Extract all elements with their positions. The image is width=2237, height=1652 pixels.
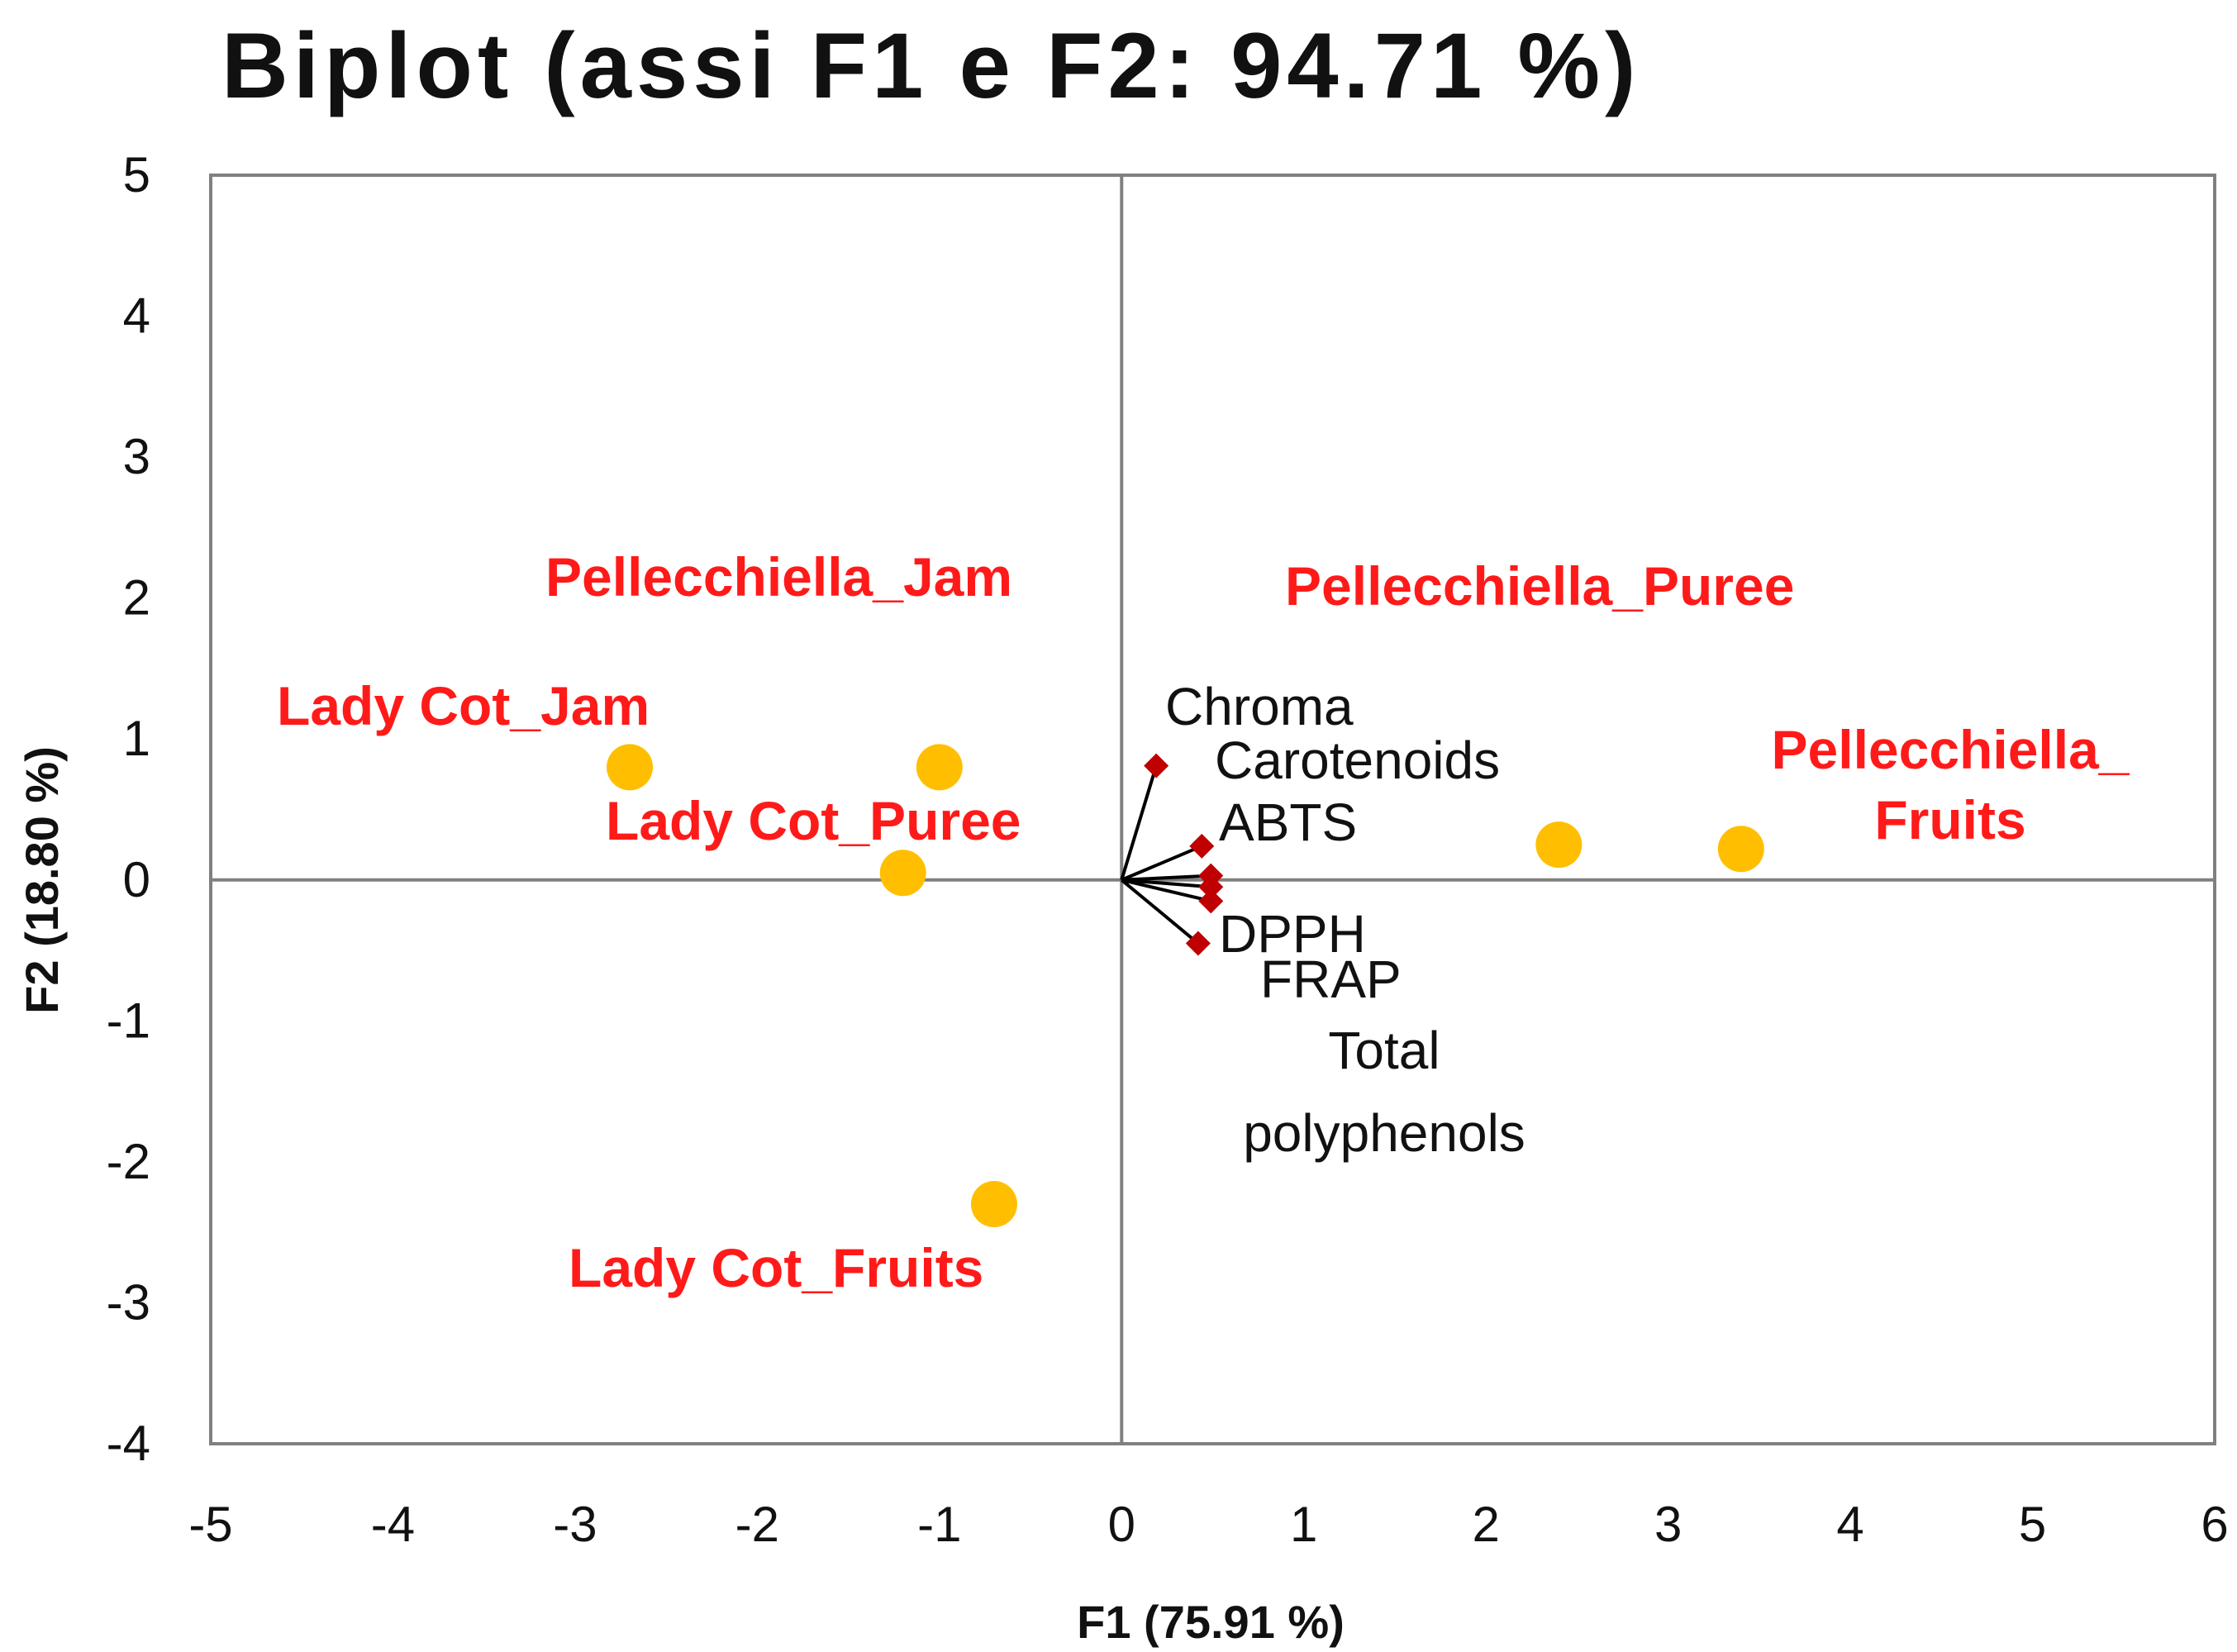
plot-area: -5 -4 -3 -2 -1 0 1 2 3 4 5 6 5 4 3 2 1 0 -1 -2 -3 -4 <box>107 147 2229 1552</box>
observation-label: Pellecchiella_Puree <box>1285 555 1794 617</box>
variable-marker <box>1185 931 1211 956</box>
variable-vector <box>1121 845 1203 882</box>
y-tick-label: -1 <box>107 993 150 1048</box>
x-tick-label: -2 <box>735 1497 779 1552</box>
observation-point <box>607 744 654 791</box>
variable-label-line: Total <box>1328 1021 1440 1080</box>
x-tick-label: 2 <box>1472 1497 1499 1552</box>
variable-label: Chroma <box>1165 677 1354 736</box>
observation-label: Pellecchiella_Jam <box>545 546 1012 607</box>
y-tick-label: 5 <box>123 147 150 202</box>
observation-label: Pellecchiella_ Fruits <box>1772 719 2130 850</box>
variable-label: FRAP <box>1260 950 1402 1009</box>
x-tick-label: -3 <box>553 1497 597 1552</box>
observation-label-line: Lady Cot_Fruits <box>569 1237 983 1298</box>
x-tick-label: 6 <box>2201 1497 2228 1552</box>
variable-label-line: FRAP <box>1260 950 1402 1009</box>
observation-label: Lady Cot_Fruits <box>569 1237 983 1298</box>
variable-marker <box>1198 874 1224 900</box>
y-tick-label: 3 <box>123 429 150 484</box>
x-tick-label: 5 <box>2019 1497 2046 1552</box>
x-tick-label: -1 <box>917 1497 961 1552</box>
chart-title: Biplot (assi F1 e F2: 94.71 %) <box>221 14 1640 117</box>
y-tick-label: -4 <box>107 1416 150 1471</box>
observation-label-line: Pellecchiella_Jam <box>545 546 1012 607</box>
y-axis-title: F2 (18.80 %) <box>16 746 68 1014</box>
observation-label-line: Pellecchiella_Puree <box>1285 555 1794 617</box>
y-tick-label: 1 <box>123 711 150 766</box>
observation-label-line: Fruits <box>1874 789 2025 850</box>
x-tick-label: 3 <box>1654 1497 1682 1552</box>
variable-label: DPPH <box>1219 904 1366 964</box>
x-tick-label: -4 <box>371 1497 415 1552</box>
x-tick-label: 0 <box>1108 1497 1135 1552</box>
variable-label-line: ABTS <box>1219 793 1357 852</box>
variable-label-line: DPPH <box>1219 904 1366 964</box>
variable-label: Carotenoids <box>1215 731 1500 790</box>
variable-vector <box>1121 878 1211 889</box>
variable-label: ABTS <box>1219 793 1357 852</box>
variable-vector <box>1120 765 1159 881</box>
x-tick-label: 4 <box>1836 1497 1863 1552</box>
x-tick-label: 1 <box>1290 1497 1317 1552</box>
variable-label-line: Carotenoids <box>1215 731 1500 790</box>
y-tick-label: 4 <box>123 288 150 344</box>
label-layer: Pellecchiella_Jam Lady Cot_Jam Lady Cot_Pu… <box>277 546 2130 1298</box>
variable-marker <box>1198 888 1224 914</box>
observation-label: Lady Cot_Puree <box>606 790 1021 851</box>
observation-label-line: Lady Cot_Jam <box>277 675 650 736</box>
observation-label-line: Pellecchiella_ <box>1772 719 2130 780</box>
variable-label-line: Chroma <box>1165 677 1354 736</box>
observation-label-line: Lady Cot_Puree <box>606 790 1021 851</box>
x-axis-title: F1 (75.91 %) <box>1077 1596 1345 1648</box>
variable-vector <box>1120 878 1200 945</box>
x-tick-label: -5 <box>188 1497 232 1552</box>
plot-frame <box>209 174 2216 1445</box>
variable-vector <box>1121 874 1211 882</box>
variable-marker <box>1144 753 1169 778</box>
variable-label-line: polyphenols <box>1243 1103 1525 1163</box>
observation-label: Lady Cot_Jam <box>277 675 650 736</box>
observation-point <box>1535 821 1583 869</box>
y-tick-label: -2 <box>107 1134 150 1189</box>
variable-label: Total polyphenols <box>1243 1021 1525 1163</box>
variable-vector <box>1121 878 1211 903</box>
observation-point <box>1717 826 1764 873</box>
variable-marker <box>1189 833 1215 859</box>
y-tick-label: 2 <box>123 570 150 626</box>
observation-point <box>970 1181 1017 1228</box>
y-tick-label: -3 <box>107 1274 150 1330</box>
observation-point <box>879 850 926 897</box>
observation-point <box>916 744 963 791</box>
y-tick-label: 0 <box>123 852 150 907</box>
